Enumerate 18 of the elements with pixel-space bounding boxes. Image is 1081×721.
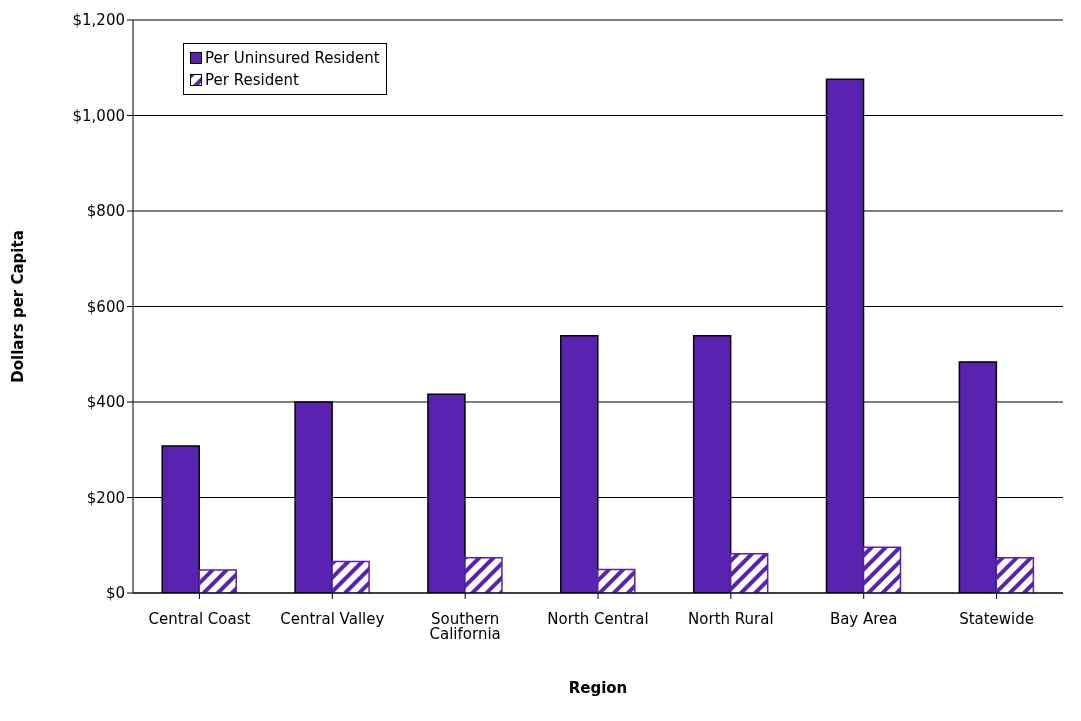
y-tick-label: $200 — [86, 488, 125, 507]
x-tick-label: North Central — [547, 609, 649, 628]
y-tick-label: $0 — [105, 584, 125, 603]
y-tick-label: $800 — [86, 202, 125, 221]
x-tick-label: Central Valley — [280, 609, 385, 628]
x-tick-label: Southern California — [429, 609, 501, 643]
x-axis-title: Region — [568, 679, 628, 697]
y-tick-label: $1,000 — [72, 106, 125, 125]
x-tick-label: North Rural — [688, 609, 774, 628]
y-tick-label: $400 — [86, 393, 125, 412]
legend-label: Per Uninsured Resident — [205, 48, 380, 69]
x-tick-label: Central Coast — [148, 609, 251, 628]
y-tick-label: $1,200 — [72, 11, 125, 30]
y-tick-label: $600 — [86, 297, 125, 316]
x-tick-label: Statewide — [959, 609, 1035, 628]
y-axis-title: Dollars per Capita — [9, 230, 28, 383]
x-tick-label: Bay Area — [829, 609, 898, 628]
legend-label: Per Resident — [205, 70, 299, 91]
